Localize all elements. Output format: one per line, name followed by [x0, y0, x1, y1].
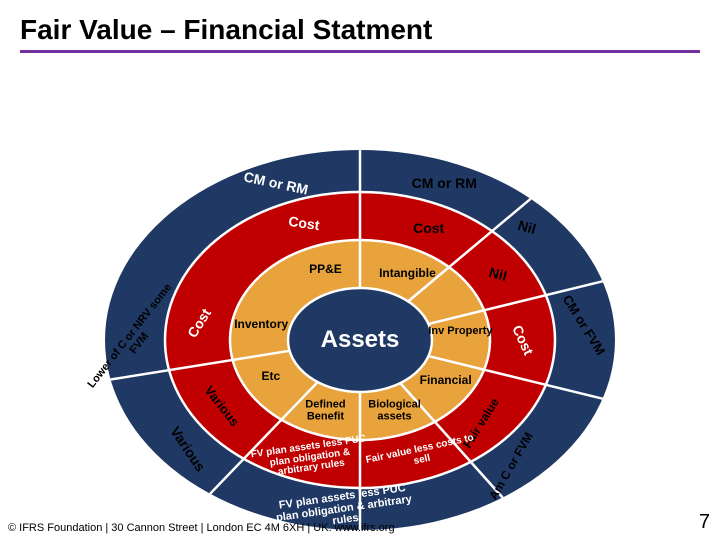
- center-label: Assets: [321, 326, 400, 354]
- ring-label: Intangible: [379, 266, 436, 280]
- ring-label: PP&E: [309, 262, 342, 276]
- footer-text: © IFRS Foundation | 30 Cannon Street | L…: [8, 522, 395, 534]
- ring-label: Inv Property: [428, 326, 492, 338]
- ring-label: Inventory: [234, 317, 288, 331]
- ring-label: Defined Benefit: [285, 400, 365, 423]
- ring-label: Biological assets: [355, 400, 435, 423]
- title-underline: [20, 50, 700, 53]
- page-number: 7: [699, 511, 710, 534]
- page-title: Fair Value – Financial Statment: [20, 14, 700, 46]
- header: Fair Value – Financial Statment: [0, 0, 720, 53]
- ring-label: Financial: [420, 373, 472, 387]
- ring-label: CM or RM: [412, 175, 477, 191]
- ring-label: Cost: [413, 220, 444, 236]
- diagram-container: AssetsCM or RMCM or RMNilCM or FVMAm C o…: [0, 150, 720, 530]
- ring-label: Etc: [261, 369, 280, 383]
